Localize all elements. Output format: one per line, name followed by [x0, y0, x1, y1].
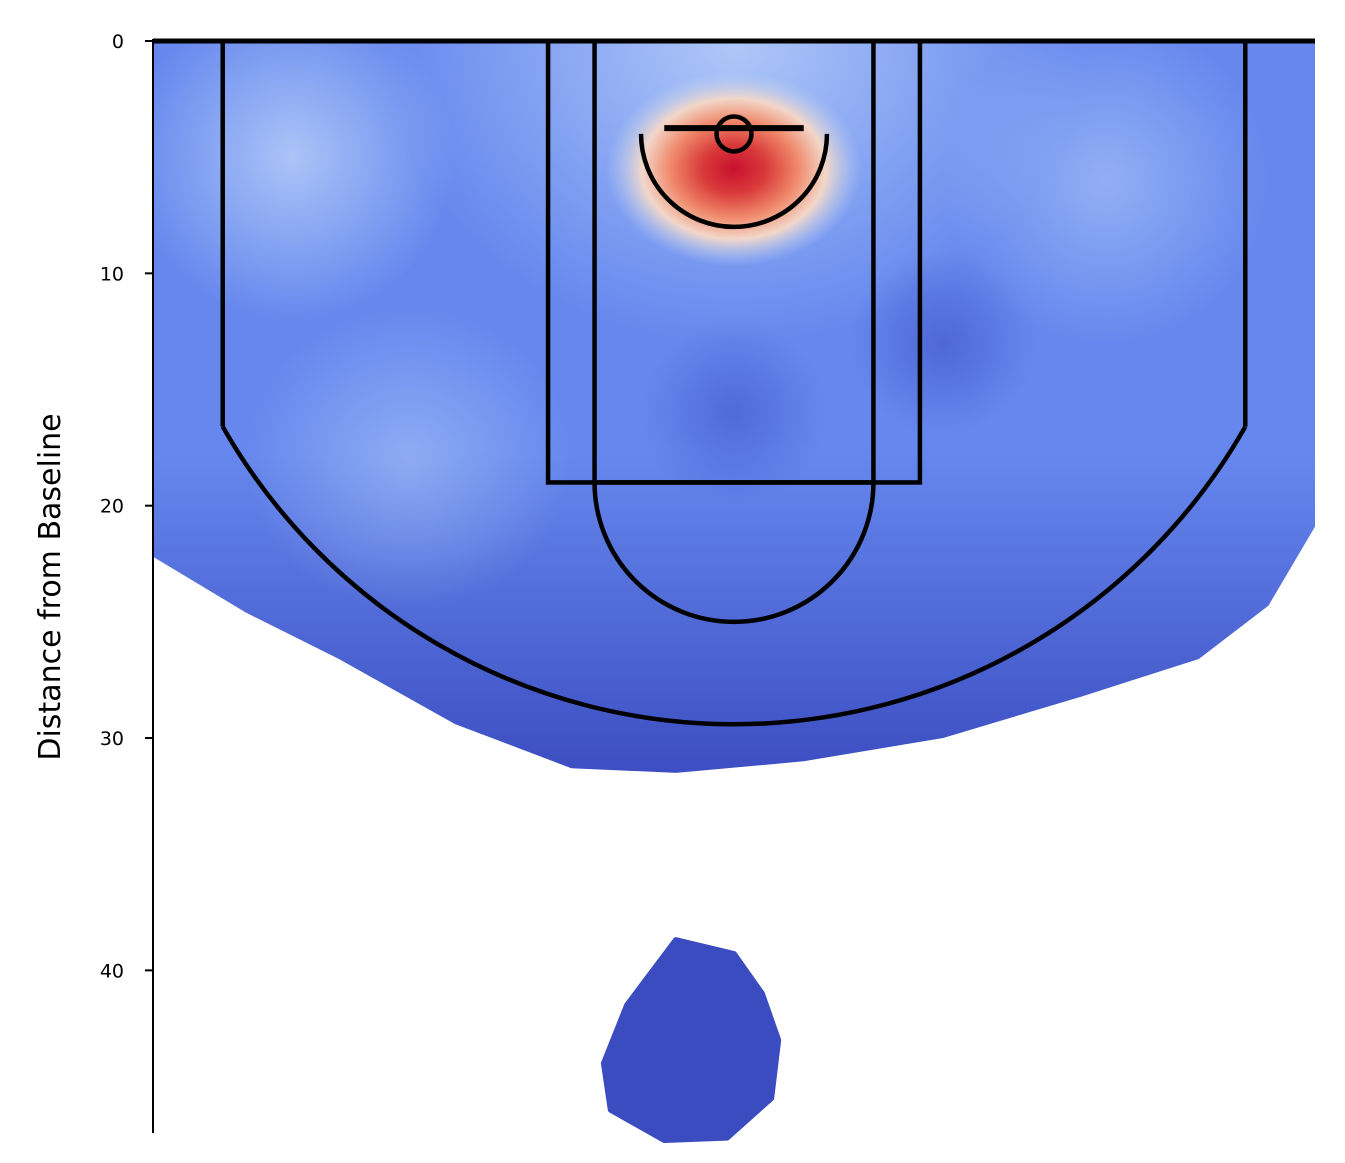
density-hotspot-rim: [606, 71, 862, 267]
court-lines: [153, 38, 1315, 727]
density-zone-left-corner: [153, 41, 456, 320]
density-zone-top: [385, 41, 1083, 344]
density-field: [153, 41, 1315, 773]
y-axis-title: Distance from Baseline: [33, 413, 68, 760]
density-deep-cluster: [600, 937, 782, 1143]
inner-lane: [592, 38, 876, 485]
y-tick-label: 20: [100, 496, 124, 518]
density-zone-right-low: [850, 250, 1037, 436]
density-zone-left-elbow: [245, 308, 572, 611]
density-heatmap: [153, 41, 1315, 1143]
y-tick-label: 0: [112, 31, 124, 53]
density-zone-lane: [641, 319, 827, 506]
density-zone-right-wing: [943, 41, 1269, 344]
free-throw-arc: [592, 482, 876, 625]
y-axis: 0 10 20 30 40: [100, 31, 154, 1133]
y-tick-label: 10: [100, 263, 124, 285]
y-tick-label: 30: [100, 728, 124, 750]
hoop-rim: [714, 114, 754, 154]
three-point-arc: [220, 425, 1248, 727]
y-tick-label: 40: [100, 960, 124, 982]
restricted-area-arc: [638, 133, 830, 230]
